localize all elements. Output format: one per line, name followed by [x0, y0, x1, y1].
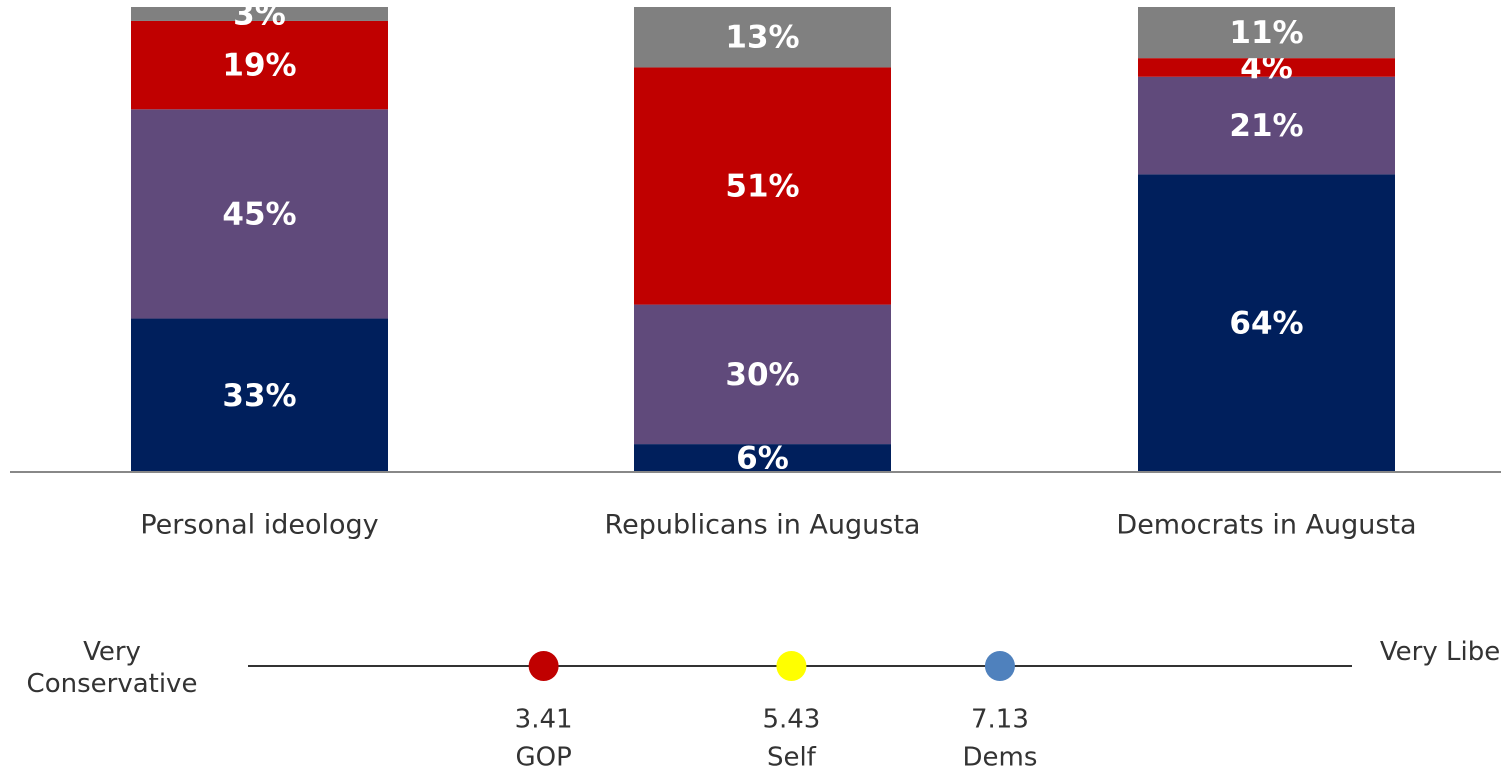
value-label: 33%: [222, 378, 296, 414]
point-label: Self: [767, 743, 817, 773]
value-label: 45%: [222, 196, 296, 232]
value-label: 64%: [1229, 306, 1303, 342]
bar-segment: [1138, 58, 1395, 77]
point-label: GOP: [515, 743, 571, 773]
bar-segment: [131, 109, 388, 319]
scale-point: [776, 651, 807, 681]
x-tick-label: Republicans in Augusta: [605, 510, 921, 541]
bar-segment: [634, 304, 891, 445]
x-tick-label: Personal ideology: [140, 510, 378, 541]
bar-segment: [1138, 174, 1395, 472]
bar-segment: [131, 318, 388, 472]
bar-segment: [634, 67, 891, 305]
value-label: 13%: [725, 20, 799, 56]
point-label: Dems: [963, 743, 1038, 773]
point-value: 3.41: [515, 705, 573, 735]
value-label: 51%: [725, 169, 799, 205]
scale-point: [984, 651, 1015, 681]
bar-segment: [634, 7, 891, 68]
value-label: 19%: [222, 48, 296, 84]
bar-segment: [1138, 76, 1395, 175]
bar-segment: [131, 7, 388, 21]
point-value: 7.13: [971, 705, 1029, 735]
value-label: 30%: [725, 357, 799, 393]
right-label: Very Liberal: [1379, 637, 1501, 667]
bar-segment: [634, 444, 891, 472]
left-label: Very Conservative: [26, 637, 198, 699]
point-value: 5.43: [762, 705, 820, 735]
value-label: 3%: [233, 0, 286, 32]
bar-segment: [1138, 7, 1395, 59]
scale-point: [528, 651, 559, 681]
value-label: 21%: [1229, 108, 1303, 144]
value-label: 6%: [736, 441, 789, 477]
bar-segment: [131, 20, 388, 110]
value-label: 11%: [1229, 15, 1303, 51]
x-tick-label: Democrats in Augusta: [1116, 510, 1416, 541]
